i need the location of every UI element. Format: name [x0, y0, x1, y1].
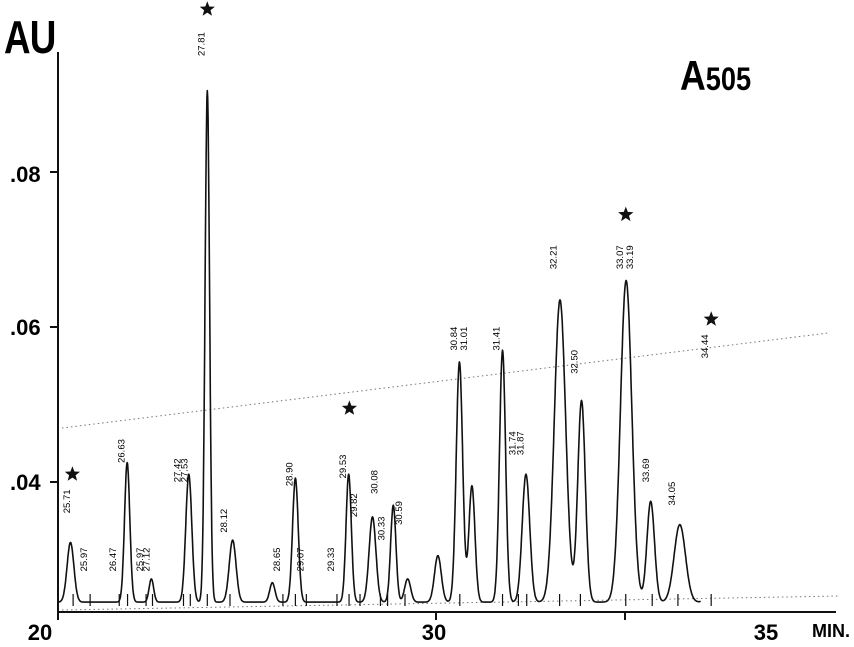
- peak-label: 27.42: [172, 458, 183, 482]
- peak-label: 34.44: [700, 334, 711, 358]
- peak-label: 31.74: [507, 431, 518, 455]
- peak-label: 27.12: [142, 548, 153, 572]
- peak-label: 30.08: [369, 470, 380, 494]
- dotted-guides: [61, 332, 841, 611]
- panel-wavelength: 505: [705, 61, 752, 97]
- peak-label: 30.59: [394, 501, 405, 525]
- panel-letter: A: [680, 52, 706, 99]
- peak-label: 29.53: [338, 455, 349, 479]
- peak-label: 31.41: [492, 327, 503, 351]
- x-axis-unit: MIN.: [812, 621, 850, 641]
- retention-time-markers: [72, 594, 712, 606]
- peak-label: 26.47: [108, 548, 119, 572]
- peak-label: 29.07: [295, 548, 306, 572]
- y-axis-title: AU: [4, 11, 56, 63]
- peak-label: 31.87: [516, 431, 527, 455]
- peak-label: 30.33: [377, 517, 388, 541]
- peak-label: 33.07: [615, 245, 626, 269]
- peak-label: 27.53: [179, 458, 190, 482]
- peak-label: 33.19: [625, 245, 636, 269]
- peak-label: 28.65: [272, 548, 283, 572]
- trace-layer: [58, 89, 702, 603]
- star-marker: [618, 206, 634, 222]
- star-marker: [341, 400, 357, 415]
- panel-label: A505: [680, 52, 751, 100]
- peak-label: 32.50: [569, 350, 580, 374]
- peak-label: 31.01: [459, 327, 470, 351]
- dotted-guide-line: [61, 595, 841, 611]
- peak-label: 32.21: [549, 245, 560, 269]
- star-marker: [64, 466, 80, 481]
- peak-label: 29.33: [326, 548, 337, 572]
- peak-label: 34.05: [667, 482, 678, 506]
- peak-label: 33.69: [641, 458, 652, 482]
- peak-label: 29.82: [349, 493, 360, 517]
- x-tick-label: 20: [27, 620, 53, 645]
- peak-label: 26.63: [117, 439, 128, 463]
- y-tick-label: .08: [10, 162, 41, 187]
- peak-label: 28.12: [219, 509, 230, 533]
- x-tick-label: 35: [753, 620, 779, 645]
- x-tick-label: 30: [421, 620, 447, 645]
- peak-label: 27.81: [196, 32, 207, 56]
- star-marker: [703, 311, 719, 326]
- dotted-guide-line: [61, 332, 829, 429]
- chromatogram-trace: [58, 89, 702, 603]
- star-markers: [64, 1, 719, 481]
- axes: [50, 52, 836, 620]
- y-tick-label: .04: [10, 470, 41, 495]
- y-tick-label: .06: [10, 315, 41, 340]
- peak-label: 28.90: [284, 462, 295, 486]
- peak-label: 25.97: [135, 548, 146, 572]
- peak-label: 25.97: [79, 548, 90, 572]
- peak-label: 25.71: [62, 489, 73, 513]
- peak-label: 30.84: [449, 327, 460, 351]
- star-marker: [199, 1, 215, 16]
